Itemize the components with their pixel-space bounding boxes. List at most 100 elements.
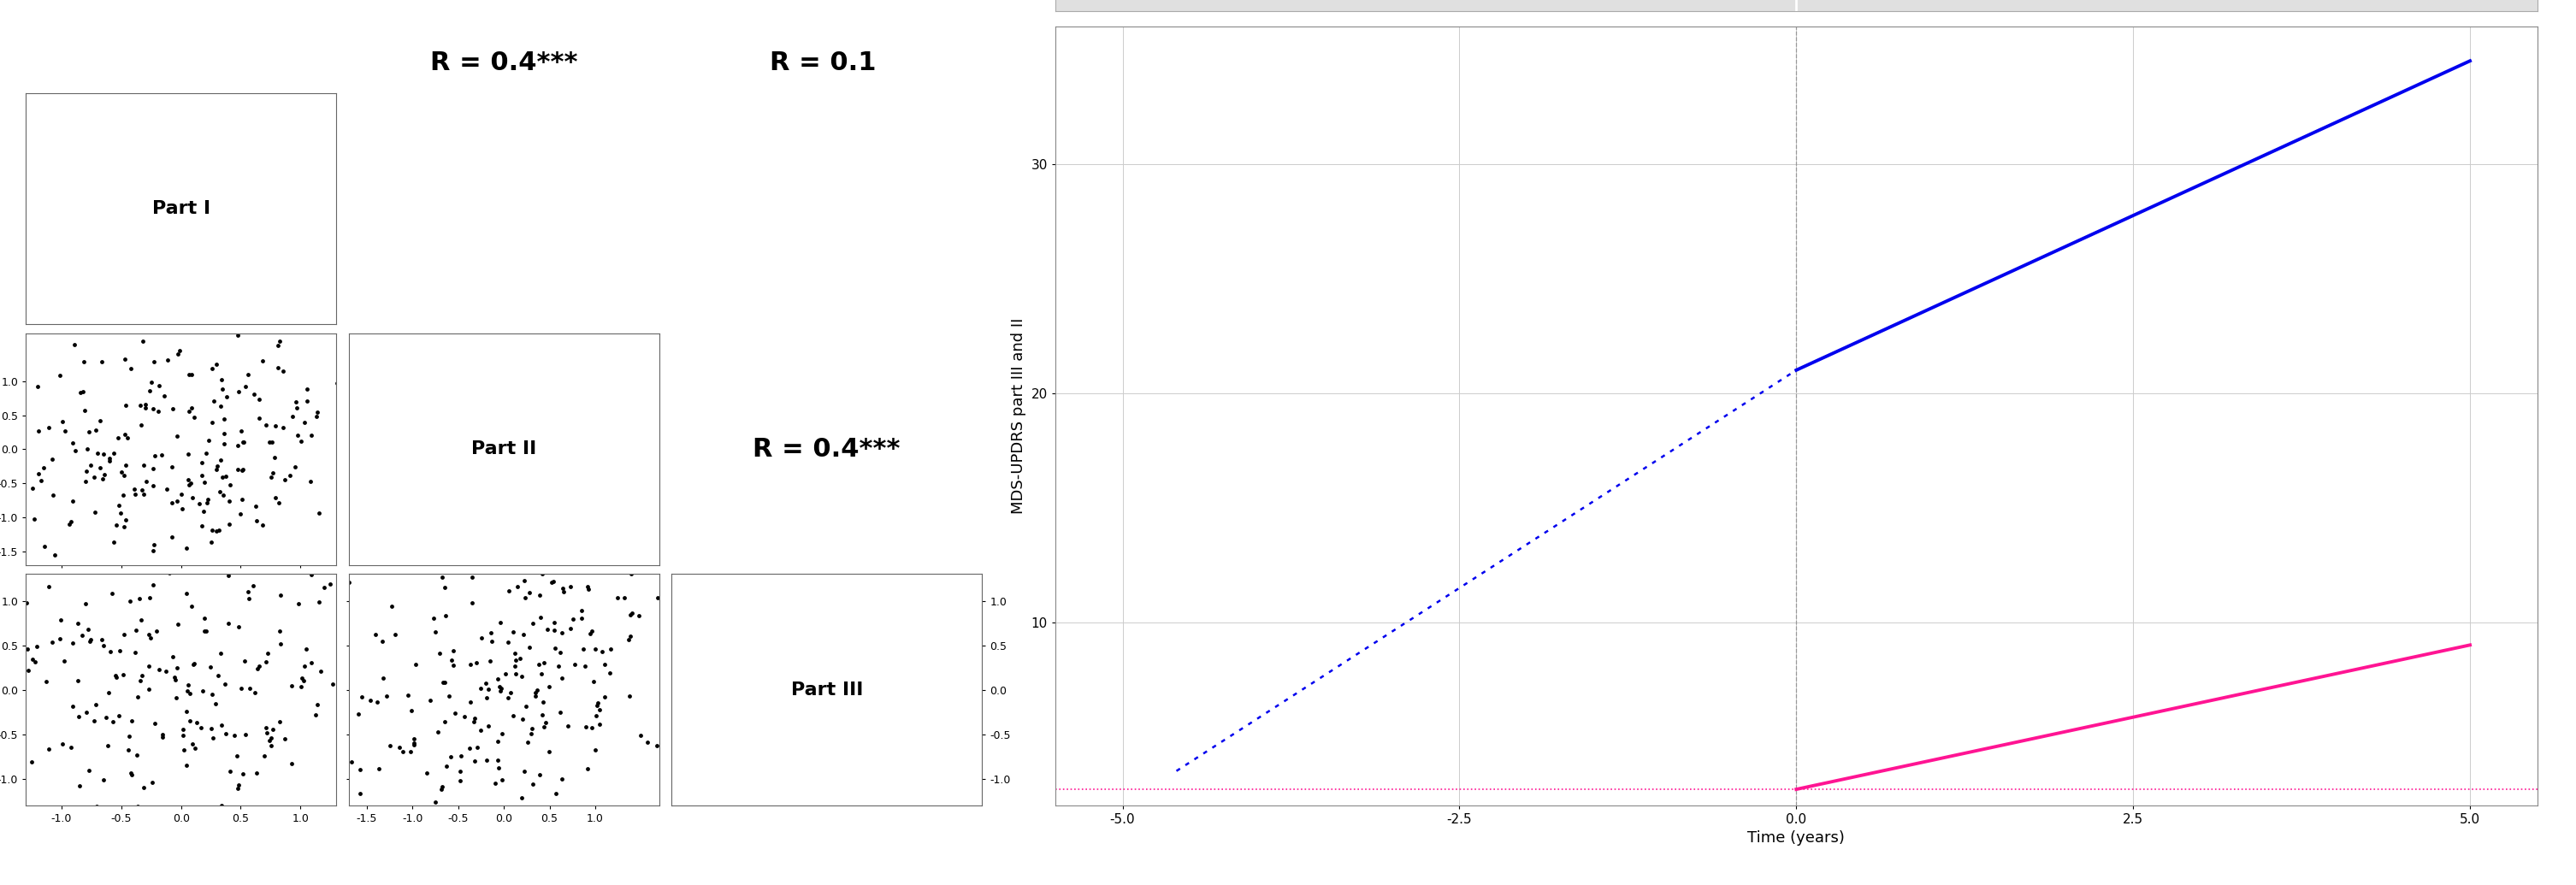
Point	[106, 398, 147, 412]
Text: Part I: Part I	[152, 200, 211, 217]
Point	[394, 738, 435, 752]
Point	[0, 487, 21, 501]
Point	[582, 645, 623, 659]
Point	[564, 720, 605, 735]
Point	[134, 578, 175, 592]
Point	[420, 807, 461, 821]
Point	[201, 646, 242, 660]
Point	[67, 763, 108, 777]
Point	[103, 454, 144, 468]
Point	[157, 347, 198, 361]
Point	[255, 419, 296, 434]
Point	[245, 418, 286, 432]
Point	[167, 404, 209, 419]
Point	[209, 478, 250, 492]
Point	[343, 716, 384, 730]
Point	[340, 689, 381, 704]
Point	[536, 787, 577, 801]
Point	[31, 452, 72, 466]
Point	[209, 518, 250, 532]
Point	[551, 579, 592, 593]
Point	[515, 686, 556, 700]
Point	[291, 656, 332, 670]
Point	[124, 780, 165, 794]
Point	[286, 643, 327, 657]
Point	[0, 401, 10, 415]
Point	[433, 658, 474, 673]
Point	[538, 537, 580, 551]
Point	[520, 767, 562, 781]
Point	[95, 548, 137, 562]
Point	[70, 458, 111, 473]
Point	[152, 650, 193, 664]
Point	[162, 728, 204, 743]
Point	[515, 689, 556, 703]
Point	[157, 661, 198, 675]
Point	[162, 722, 204, 736]
Point	[368, 634, 410, 648]
Point	[428, 689, 469, 704]
Point	[479, 616, 520, 630]
Point	[513, 777, 554, 791]
Point	[451, 695, 492, 709]
Point	[250, 435, 291, 450]
Point	[448, 741, 489, 755]
Point	[520, 666, 562, 681]
Point	[541, 772, 582, 786]
Point	[0, 589, 33, 604]
Point	[204, 489, 245, 503]
Point	[523, 656, 564, 670]
Point	[157, 617, 198, 631]
Point	[227, 584, 268, 598]
Point	[466, 719, 507, 733]
Point	[93, 535, 134, 550]
Point	[435, 706, 477, 720]
Point	[214, 728, 255, 743]
Point	[685, 640, 726, 654]
Point	[286, 394, 327, 408]
Point	[340, 762, 381, 776]
Point	[492, 709, 533, 723]
Point	[0, 568, 10, 582]
Point	[191, 361, 232, 375]
Point	[587, 528, 629, 543]
Point	[389, 744, 430, 758]
Point	[448, 658, 489, 672]
Point	[258, 323, 299, 337]
Point	[183, 323, 224, 337]
Point	[260, 715, 301, 729]
Point	[518, 657, 559, 671]
Point	[0, 467, 26, 481]
Point	[453, 754, 495, 768]
Point	[549, 621, 590, 635]
Point	[185, 566, 227, 580]
Point	[193, 731, 234, 745]
Text: R = 0.4***: R = 0.4***	[430, 50, 577, 75]
Point	[222, 424, 263, 438]
Point	[438, 861, 479, 875]
Point	[0, 567, 33, 581]
Point	[82, 355, 124, 369]
Point	[0, 733, 26, 747]
Point	[131, 479, 173, 493]
Point	[64, 596, 106, 611]
Point	[608, 633, 649, 647]
Point	[219, 507, 260, 521]
Point	[502, 669, 544, 683]
Point	[482, 681, 523, 696]
Point	[196, 696, 237, 711]
Point	[456, 741, 497, 755]
Point	[155, 673, 196, 687]
Point	[299, 506, 340, 520]
Point	[291, 428, 332, 442]
Point	[497, 580, 538, 594]
Point	[111, 362, 152, 376]
Point	[185, 624, 227, 638]
Point	[487, 691, 528, 705]
Point	[371, 563, 412, 577]
Point	[59, 593, 100, 607]
Point	[10, 755, 52, 769]
Point	[417, 431, 459, 445]
Text: Part III: Part III	[791, 681, 863, 698]
Point	[149, 566, 191, 580]
